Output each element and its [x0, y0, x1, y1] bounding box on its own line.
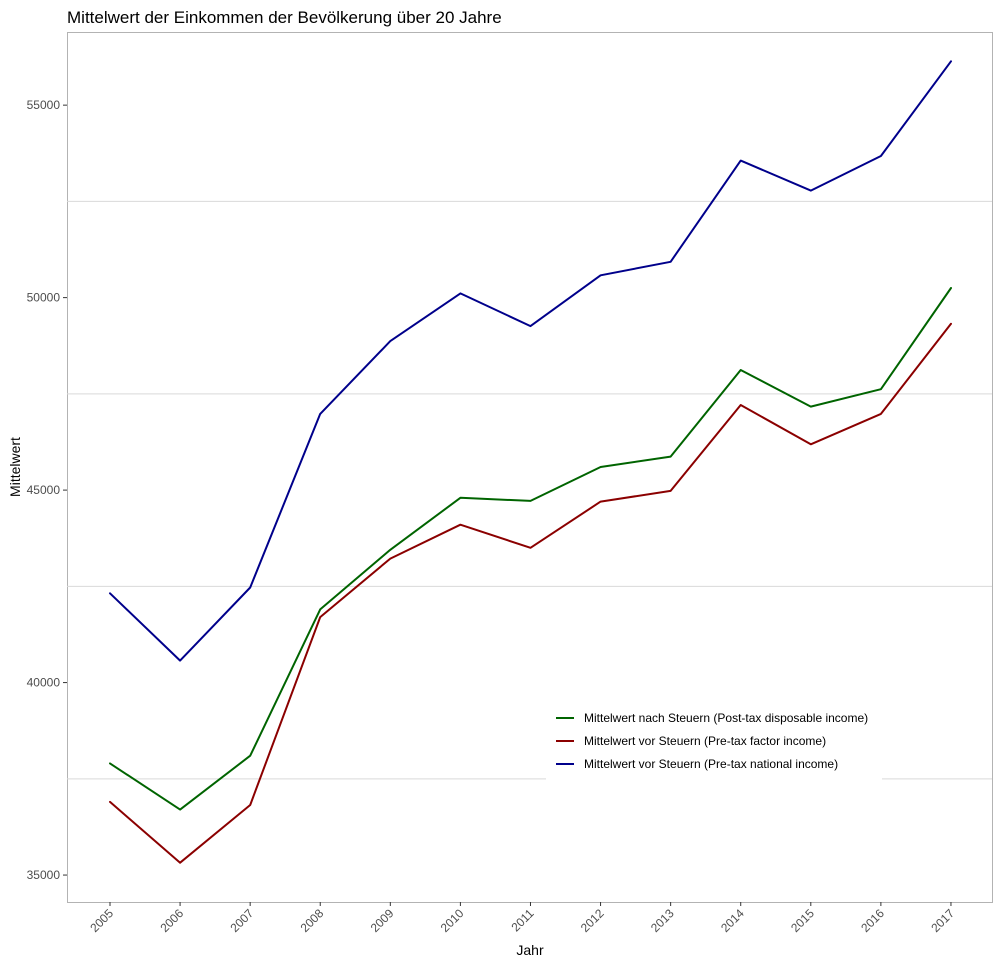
x-tick-label-2011: 2011 [508, 906, 536, 934]
x-tick-label-2016: 2016 [858, 906, 887, 935]
y-tick-label-45000: 45000 [27, 483, 61, 497]
legend-label-2: Mittelwert vor Steuern (Pre-tax national… [584, 757, 838, 771]
x-tick-label-2009: 2009 [368, 906, 397, 935]
x-axis: 2005 2006 2007 2008 2009 2010 2011 2012 2013 2014… [87, 902, 957, 935]
y-tick-label-35000: 35000 [27, 868, 61, 882]
legend-label-0: Mittelwert nach Steuern (Post-tax dispos… [584, 711, 868, 725]
y-axis: 35000 40000 45000 50000 55000 [27, 98, 67, 882]
x-tick-label-2014: 2014 [718, 906, 747, 935]
y-tick-label-55000: 55000 [27, 98, 61, 112]
x-tick-label-2013: 2013 [648, 906, 677, 935]
y-tick-label-40000: 40000 [27, 676, 61, 690]
x-tick-label-2005: 2005 [87, 906, 116, 935]
y-axis-title: Mittelwert [7, 437, 23, 497]
x-tick-label-2007: 2007 [227, 906, 256, 935]
x-tick-label-2017: 2017 [928, 906, 957, 935]
legend-background [546, 702, 882, 780]
x-tick-label-2015: 2015 [788, 906, 817, 935]
x-tick-label-2008: 2008 [298, 906, 327, 935]
x-tick-label-2012: 2012 [578, 906, 607, 935]
legend-label-1: Mittelwert vor Steuern (Pre-tax factor i… [584, 734, 826, 748]
x-axis-title: Jahr [516, 942, 544, 958]
series-line-2 [109, 60, 952, 662]
x-tick-label-2010: 2010 [438, 906, 467, 935]
x-tick-label-2006: 2006 [157, 906, 186, 935]
series-line-0 [109, 287, 952, 811]
series-line-1 [109, 322, 952, 864]
chart-title: Mittelwert der Einkommen der Bevölkerung… [67, 8, 502, 27]
legend: Mittelwert nach Steuern (Post-tax dispos… [546, 702, 882, 780]
series-lines [109, 60, 952, 864]
y-tick-label-50000: 50000 [27, 291, 61, 305]
